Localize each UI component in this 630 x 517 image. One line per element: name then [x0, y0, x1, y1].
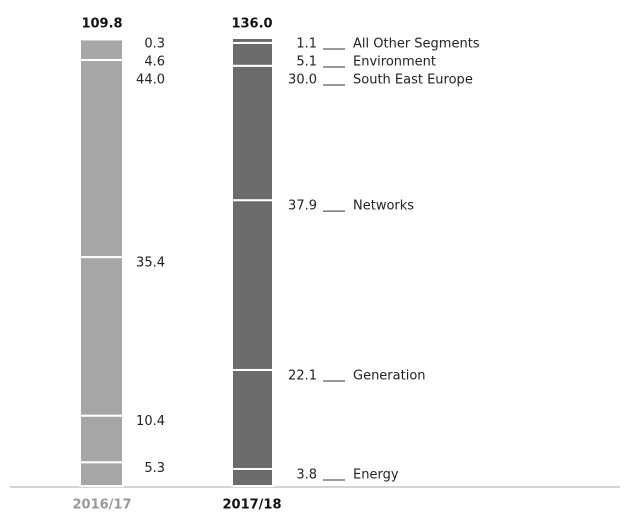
value-label: 10.4	[136, 414, 165, 429]
bar-segment	[231, 37, 274, 44]
value-label: 5.1	[296, 55, 317, 70]
value-label: 0.3	[144, 37, 165, 52]
total-label: 109.8	[81, 17, 122, 32]
legend-label: Energy	[353, 467, 399, 482]
bar-segment	[231, 199, 274, 371]
x-tick-label: 2016/17	[72, 498, 131, 513]
bar-segment	[231, 467, 274, 488]
legend-label: Networks	[353, 199, 414, 214]
value-label: 37.9	[288, 199, 317, 214]
bar-segment	[231, 64, 274, 202]
bar-segment	[231, 368, 274, 470]
bar-segment	[79, 256, 124, 417]
legend-label: South East Europe	[353, 73, 473, 88]
total-label: 136.0	[231, 17, 272, 32]
bar-segment	[231, 41, 274, 67]
value-label: 3.8	[296, 467, 317, 482]
value-label: 22.1	[288, 368, 317, 383]
bar-segment	[79, 58, 124, 259]
bar-segment	[79, 461, 124, 488]
bar-segment	[79, 414, 124, 464]
value-label: 35.4	[136, 256, 165, 271]
value-label: 1.1	[296, 37, 317, 52]
legend-label: Generation	[353, 368, 426, 383]
bar-segment	[79, 38, 124, 61]
value-label: 44.0	[136, 73, 165, 88]
bar-segment	[79, 37, 124, 41]
value-label: 30.0	[288, 73, 317, 88]
legend-label: All Other Segments	[353, 37, 480, 52]
value-label: 4.6	[144, 55, 165, 70]
value-label: 5.3	[144, 461, 165, 476]
legend-label: Environment	[353, 55, 436, 70]
x-tick-label: 2017/18	[222, 498, 281, 513]
